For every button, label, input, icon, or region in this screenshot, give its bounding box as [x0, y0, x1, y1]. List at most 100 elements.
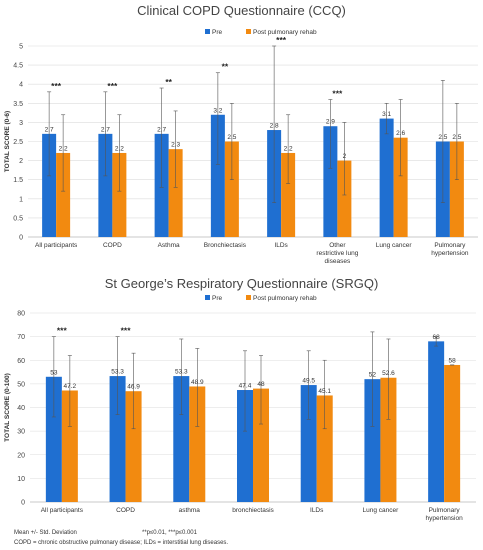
y-tick-label: 20 [17, 452, 25, 459]
data-label: 2.6 [396, 130, 405, 137]
legend-swatch-1 [246, 295, 251, 300]
y-tick-label: 0 [19, 235, 23, 242]
chart-title: Clinical COPD Questionnaire (CCQ) [137, 3, 346, 18]
significance-marker: *** [332, 88, 343, 98]
y-tick-label: 80 [17, 311, 25, 318]
data-label: 2.5 [227, 134, 236, 141]
significance-marker: *** [121, 326, 132, 336]
x-tick-label: Pulmonary [429, 507, 461, 514]
y-tick-label: 30 [17, 429, 25, 436]
data-label: 2.7 [101, 126, 110, 133]
footnote-mean-sd: Mean +/- Std. Deviation [14, 530, 77, 536]
bar-post [393, 137, 408, 237]
x-tick-label: ILDs [274, 242, 288, 249]
x-tick-label: All participants [35, 242, 78, 249]
x-tick-label: restrictive lung [316, 250, 358, 257]
y-tick-label: 60 [17, 358, 25, 365]
y-tick-label: 4.5 [13, 63, 23, 70]
legend: Pre Post pulmonary rehab [205, 29, 317, 36]
y-tick-label: 10 [17, 476, 25, 483]
data-label: 2.5 [452, 134, 461, 141]
x-tick-label: asthma [179, 507, 201, 514]
data-label: 2.7 [157, 126, 166, 133]
bar-post [224, 141, 239, 237]
chart-title: St George’s Respiratory Questionnaire (S… [105, 276, 379, 291]
legend: Pre Post pulmonary rehab [205, 295, 317, 302]
y-tick-label: 3.5 [13, 101, 23, 108]
significance-marker: ** [222, 62, 229, 72]
y-tick-label: 0 [21, 500, 25, 507]
data-label: 47.2 [64, 383, 77, 390]
data-label: 2.2 [284, 145, 293, 152]
bar-post [168, 149, 183, 237]
legend-swatch-0 [205, 29, 210, 34]
significance-marker: *** [57, 326, 68, 336]
x-tick-label: Asthma [158, 242, 180, 249]
legend-label-0: Pre [212, 29, 223, 36]
bar-pre [210, 114, 225, 237]
data-label: 2.2 [115, 145, 124, 152]
significance-marker: *** [107, 81, 118, 91]
bar-post [444, 364, 461, 502]
data-label: 2.5 [438, 134, 447, 141]
data-label: 48.9 [191, 379, 204, 386]
y-axis-title: TOTAL SCORE (0-6) [4, 111, 11, 172]
bar-post [61, 390, 78, 502]
y-tick-label: 1 [19, 196, 23, 203]
y-tick-label: 1.5 [13, 177, 23, 184]
y-tick-label: 4 [19, 82, 23, 89]
data-label: 45.1 [318, 388, 331, 395]
sgrq-chart: St George’s Respiratory Questionnaire (S… [4, 276, 476, 522]
bar-post [316, 395, 333, 502]
legend-label-1: Post pulmonary rehab [253, 29, 317, 36]
data-label: 2.8 [270, 123, 279, 130]
x-tick-label: bronchiectasis [232, 507, 274, 514]
bar-pre [45, 376, 62, 502]
legend-swatch-0 [205, 295, 210, 300]
data-label: 3.2 [213, 107, 222, 114]
ccq-chart: Clinical COPD Questionnaire (CCQ) Pre Post… [4, 3, 478, 265]
data-label: 52 [369, 372, 377, 379]
data-label: 48 [257, 381, 265, 388]
bar-pre [173, 376, 190, 502]
data-label: 52.6 [382, 370, 395, 377]
x-tick-label: hypertension [426, 515, 464, 522]
footnote-abbreviations: COPD = chronic obstructive pulmonary dis… [14, 540, 229, 546]
y-tick-label: 3 [19, 120, 23, 127]
bar-pre [98, 133, 113, 237]
x-tick-label: Bronchiectasis [204, 242, 247, 249]
bar-pre [428, 341, 445, 502]
bar-post [253, 388, 269, 502]
y-tick-label: 0.5 [13, 215, 23, 222]
bar-post [112, 152, 127, 237]
x-tick-label: COPD [103, 242, 122, 249]
x-tick-label: diseases [325, 258, 351, 265]
data-label: 3.1 [382, 111, 391, 118]
significance-marker: *** [51, 81, 62, 91]
data-label: 2.7 [45, 126, 54, 133]
data-label: 46.9 [127, 384, 140, 391]
bar-pre [364, 379, 381, 502]
y-tick-label: 5 [19, 44, 23, 51]
data-label: 53.3 [111, 369, 124, 376]
x-tick-label: Pulmonary [434, 242, 466, 249]
bar-post [380, 377, 397, 502]
footnote-significance: **p≤0.01, ***p≤0.001 [142, 530, 197, 536]
bar-post [56, 152, 71, 237]
data-label: 2.9 [326, 119, 335, 126]
data-label: 53 [50, 369, 58, 376]
data-label: 47.4 [239, 383, 252, 390]
x-tick-label: COPD [116, 507, 135, 514]
y-tick-label: 40 [17, 405, 25, 412]
legend-label-1: Post pulmonary rehab [253, 295, 317, 302]
legend-swatch-1 [246, 29, 251, 34]
data-label: 58 [449, 357, 457, 364]
significance-marker: *** [276, 35, 287, 45]
legend-label-0: Pre [212, 295, 223, 302]
data-label: 68 [433, 334, 441, 341]
bar-pre [237, 390, 253, 502]
bar-post [337, 160, 352, 237]
x-tick-label: All participants [41, 507, 84, 514]
y-tick-label: 2.5 [13, 139, 23, 146]
y-tick-label: 2 [19, 158, 23, 165]
